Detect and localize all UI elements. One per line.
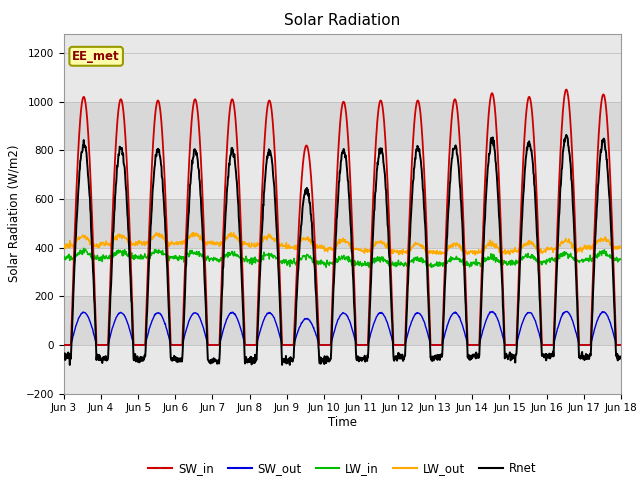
- LW_out: [502, 248, 510, 254]
- LW_in: [551, 259, 559, 264]
- LW_out: [616, 245, 624, 251]
- SW_out: [616, 342, 624, 348]
- Bar: [64, 199, 621, 248]
- LW_out: [60, 245, 68, 251]
- SW_in: [60, 342, 68, 348]
- Rnet: [60, 351, 68, 357]
- LW_out: [189, 229, 197, 235]
- LW_out: [471, 252, 479, 258]
- LW_in: [80, 245, 88, 251]
- Rnet: [551, 320, 559, 326]
- LW_in: [184, 251, 192, 257]
- Line: SW_out: SW_out: [64, 312, 620, 345]
- Rnet: [184, 218, 192, 224]
- LW_in: [171, 255, 179, 261]
- SW_in: [501, 342, 509, 348]
- LW_out: [429, 251, 436, 256]
- LW_out: [184, 236, 191, 241]
- Rnet: [502, 351, 509, 357]
- LW_in: [502, 259, 510, 264]
- LW_in: [428, 264, 435, 270]
- Bar: [64, 296, 621, 345]
- LW_in: [616, 256, 624, 262]
- Y-axis label: Solar Radiation (W/m2): Solar Radiation (W/m2): [7, 145, 20, 282]
- Line: LW_in: LW_in: [64, 248, 620, 267]
- SW_out: [563, 309, 571, 314]
- Rnet: [171, 357, 179, 363]
- SW_in: [563, 87, 570, 93]
- SW_out: [550, 338, 558, 344]
- SW_in: [184, 190, 191, 196]
- Rnet: [563, 132, 570, 138]
- LW_in: [246, 260, 254, 265]
- Legend: SW_in, SW_out, LW_in, LW_out, Rnet: SW_in, SW_out, LW_in, LW_out, Rnet: [144, 457, 541, 480]
- SW_out: [429, 342, 436, 348]
- Bar: [64, 150, 621, 199]
- Bar: [64, 248, 621, 296]
- Line: Rnet: Rnet: [64, 135, 620, 365]
- SW_in: [616, 342, 624, 348]
- Rnet: [66, 362, 74, 368]
- Bar: [64, 345, 621, 394]
- X-axis label: Time: Time: [328, 416, 357, 429]
- Line: SW_in: SW_in: [64, 90, 620, 345]
- Bar: [64, 102, 621, 150]
- LW_out: [246, 244, 254, 250]
- SW_out: [60, 342, 68, 348]
- SW_out: [246, 342, 254, 348]
- SW_out: [184, 322, 191, 328]
- SW_out: [170, 342, 178, 348]
- Bar: [64, 53, 621, 102]
- LW_out: [551, 246, 559, 252]
- SW_in: [246, 342, 254, 348]
- LW_in: [429, 264, 437, 270]
- Rnet: [429, 354, 436, 360]
- SW_out: [501, 342, 509, 348]
- Rnet: [616, 354, 624, 360]
- Text: EE_met: EE_met: [72, 50, 120, 63]
- Rnet: [246, 357, 254, 363]
- LW_out: [170, 242, 178, 248]
- SW_in: [550, 318, 558, 324]
- SW_in: [170, 342, 178, 348]
- Line: LW_out: LW_out: [64, 232, 620, 255]
- SW_in: [429, 342, 436, 348]
- Title: Solar Radiation: Solar Radiation: [284, 13, 401, 28]
- LW_in: [60, 254, 68, 260]
